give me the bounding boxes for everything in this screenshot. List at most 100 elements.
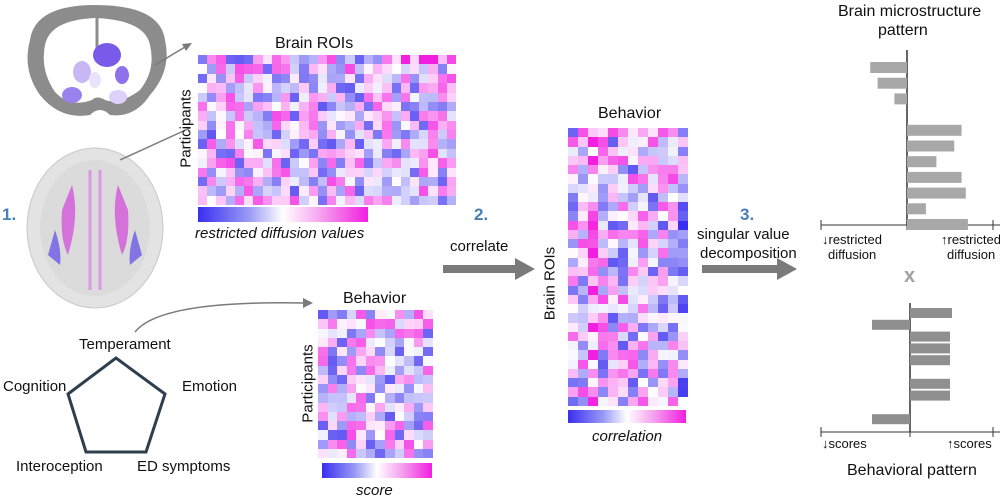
heatmap-cell bbox=[271, 167, 281, 177]
heatmap-cell bbox=[290, 92, 300, 102]
pattern-bar bbox=[910, 378, 950, 389]
heatmap-cell bbox=[598, 137, 608, 147]
heatmap-cell bbox=[346, 421, 357, 431]
heatmap-cell bbox=[299, 167, 309, 177]
heatmap-cell bbox=[578, 239, 588, 249]
heatmap-cell bbox=[568, 192, 578, 203]
heatmap-cell bbox=[404, 439, 414, 449]
heatmap-cell bbox=[568, 137, 578, 147]
heatmap-cell bbox=[668, 183, 678, 193]
heatmap-cell bbox=[638, 341, 648, 351]
heatmap-cell bbox=[628, 220, 638, 230]
axial-brain-image bbox=[26, 147, 164, 309]
behavior-colorbar bbox=[322, 463, 432, 478]
heatmap-cell bbox=[437, 158, 447, 168]
heatmap-cell bbox=[327, 430, 338, 440]
heatmap-cell bbox=[318, 430, 328, 440]
heatmap-cell bbox=[336, 158, 346, 168]
heatmap-cell bbox=[207, 83, 217, 93]
heatmap-cell bbox=[337, 393, 347, 403]
heatmap-cell bbox=[618, 128, 628, 138]
heatmap-cell bbox=[608, 137, 618, 147]
heatmap-cell bbox=[375, 356, 386, 366]
heatmap-cell bbox=[658, 285, 668, 295]
heatmap-cell bbox=[598, 350, 608, 360]
heatmap-cell bbox=[216, 158, 226, 168]
heatmap-cell bbox=[262, 83, 272, 93]
heatmap-cell bbox=[588, 165, 598, 175]
heatmap-cell bbox=[280, 83, 291, 93]
heatmap-cell bbox=[346, 430, 357, 440]
heatmap-cell bbox=[375, 328, 386, 338]
heatmap-cell bbox=[271, 73, 281, 84]
heatmap-cell bbox=[382, 92, 392, 102]
heatmap-cell bbox=[382, 195, 392, 205]
heatmap-cell bbox=[373, 186, 383, 196]
heatmap-cell bbox=[336, 148, 346, 159]
heatmap-cell bbox=[578, 387, 588, 397]
heatmap-cell bbox=[588, 137, 598, 147]
heatmap-cell bbox=[253, 73, 263, 84]
heatmap-cell bbox=[648, 137, 658, 147]
heatmap-cell bbox=[225, 176, 235, 187]
heatmap-cell bbox=[308, 186, 318, 196]
heatmap-cell bbox=[336, 130, 346, 140]
heatmap-cell bbox=[253, 111, 263, 121]
heatmap-cell bbox=[271, 139, 281, 149]
heatmap-cell bbox=[253, 83, 263, 93]
heatmap-cell bbox=[648, 322, 658, 332]
heatmap-cell bbox=[598, 174, 608, 184]
heatmap-cell bbox=[216, 101, 226, 112]
heatmap-cell bbox=[648, 341, 658, 351]
heatmap-cell bbox=[345, 195, 355, 205]
heatmap-cell bbox=[588, 285, 598, 295]
heatmap-cell bbox=[658, 239, 668, 249]
heatmap-cell bbox=[423, 365, 433, 375]
heatmap-cell bbox=[598, 396, 608, 406]
heatmap-cell bbox=[598, 266, 608, 277]
heatmap-cell bbox=[608, 202, 618, 212]
heatmap-cell bbox=[271, 148, 281, 159]
heatmap-cell bbox=[618, 322, 628, 332]
heatmap-cell bbox=[678, 276, 688, 286]
heatmap-cell bbox=[290, 130, 300, 140]
heatmap-cell bbox=[225, 64, 235, 74]
heatmap-cell bbox=[280, 64, 291, 74]
heatmap-cell bbox=[346, 439, 357, 449]
heatmap-cell bbox=[409, 92, 420, 102]
heatmap-cell bbox=[382, 101, 392, 112]
heatmap-cell bbox=[628, 128, 638, 138]
heatmap-cell bbox=[198, 167, 208, 177]
heatmap-cell bbox=[678, 368, 688, 379]
heatmap-cell bbox=[262, 101, 272, 112]
heatmap-cell bbox=[658, 165, 668, 175]
heatmap-cell bbox=[290, 167, 300, 177]
heatmap-cell bbox=[428, 130, 438, 140]
brain-rois-ylabel: Participants bbox=[177, 89, 195, 168]
heatmap-cell bbox=[225, 158, 235, 168]
heatmap-cell bbox=[419, 195, 429, 205]
heatmap-cell bbox=[345, 130, 355, 140]
heatmap-cell bbox=[318, 356, 328, 366]
heatmap-cell bbox=[385, 384, 395, 394]
heatmap-cell bbox=[658, 350, 668, 360]
heatmap-cell bbox=[253, 148, 263, 159]
heatmap-cell bbox=[678, 183, 688, 193]
heatmap-cell bbox=[588, 220, 598, 230]
heatmap-cell bbox=[678, 285, 688, 295]
times-symbol: x bbox=[904, 265, 916, 287]
heatmap-cell bbox=[317, 139, 327, 149]
heatmap-cell bbox=[394, 337, 405, 347]
heatmap-cell bbox=[346, 402, 357, 412]
heatmap-cell bbox=[354, 139, 364, 149]
heatmap-cell bbox=[658, 248, 668, 258]
heatmap-cell bbox=[678, 266, 688, 277]
behavior-pattern-right: ↑scores bbox=[947, 436, 992, 451]
heatmap-cell bbox=[356, 384, 366, 394]
heatmap-cell bbox=[356, 411, 366, 421]
heatmap-cell bbox=[678, 304, 688, 314]
heatmap-cell bbox=[437, 186, 447, 196]
heatmap-cell bbox=[400, 195, 410, 205]
brain-pattern-title-1: Brain microstructure bbox=[838, 3, 982, 20]
heatmap-cell bbox=[419, 167, 429, 177]
